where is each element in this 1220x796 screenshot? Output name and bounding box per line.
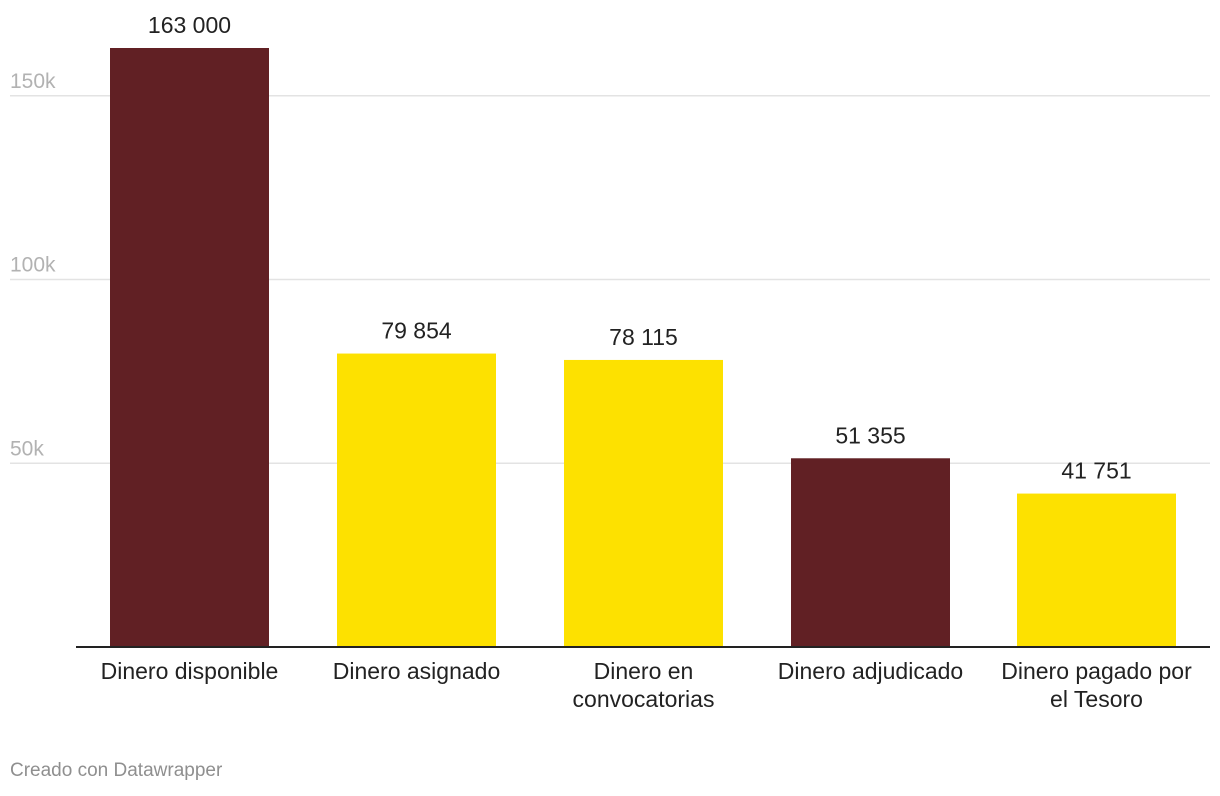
y-tick-label: 150k [10, 70, 56, 93]
x-tick-label: Dinero asignado [333, 658, 501, 684]
bar [337, 353, 496, 647]
x-tick-label: Dinero en convocatorias [573, 658, 715, 712]
bar [1017, 493, 1176, 647]
bar-chart: 50k 100k 150k 163 000 Dinero disponible 79 85… [10, 12, 1210, 712]
data-label: 51 355 [835, 422, 905, 448]
data-label: 163 000 [148, 12, 231, 38]
bar [791, 458, 950, 647]
chart-credit[interactable]: Creado con Datawrapper [10, 760, 223, 781]
bar [564, 359, 723, 647]
y-tick-label: 100k [10, 254, 56, 277]
x-tick-label: Dinero pagado por el Tesoro [1001, 658, 1192, 712]
x-tick-label: Dinero adjudicado [778, 658, 963, 684]
y-tick-label: 50k [10, 437, 44, 460]
data-label: 79 854 [381, 318, 452, 344]
bar [110, 48, 269, 647]
data-label: 78 115 [609, 324, 678, 350]
x-tick-label: Dinero disponible [101, 658, 279, 684]
data-label: 41 751 [1061, 458, 1131, 484]
